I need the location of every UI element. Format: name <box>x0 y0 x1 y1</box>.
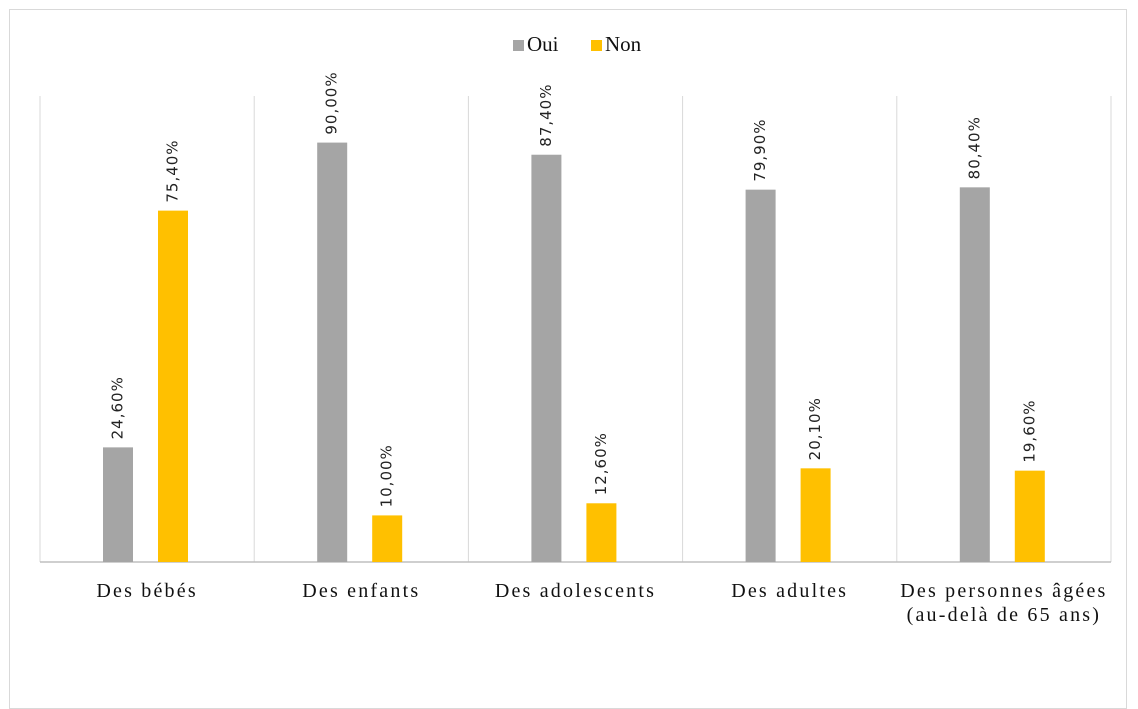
legend-label: Oui <box>527 32 559 56</box>
data-label: 80,40% <box>965 116 983 179</box>
data-label: 10,00% <box>378 444 396 507</box>
bar <box>317 142 348 562</box>
bar <box>745 189 776 562</box>
page: {"chart_data": {"type": "bar", "categori… <box>9 9 1127 709</box>
bar <box>800 468 831 562</box>
legend-label: Non <box>605 32 642 56</box>
bar <box>103 447 133 562</box>
x-tick-label: Des adultes <box>731 580 849 602</box>
x-tick-label: Des adolescents <box>494 580 657 602</box>
data-label: 90,00% <box>323 71 341 134</box>
data-label: 79,90% <box>751 118 769 181</box>
bar <box>1014 470 1045 562</box>
bar <box>372 515 403 562</box>
bar <box>531 154 562 562</box>
data-label: 87,40% <box>537 84 555 147</box>
legend-swatch <box>513 40 524 51</box>
data-label: 12,60% <box>592 432 610 495</box>
data-label: 24,60% <box>109 376 127 439</box>
chart: Oui Non 24,60% 90,00% 87,40% 79,90% 80,40% 75,4… <box>39 32 1112 563</box>
data-label: 19,60% <box>1020 399 1038 462</box>
bar <box>959 187 990 562</box>
legend-swatch <box>591 40 602 51</box>
data-label: 20,10% <box>806 397 824 460</box>
bar <box>586 503 617 562</box>
x-tick-label: Des personnes âgées (au-delà de 65 ans) <box>900 580 1108 626</box>
bar <box>158 210 188 563</box>
x-tick-label: Des bébés <box>96 580 198 602</box>
x-tick-label: Des enfants <box>302 580 421 602</box>
data-label: 75,40% <box>164 139 182 202</box>
